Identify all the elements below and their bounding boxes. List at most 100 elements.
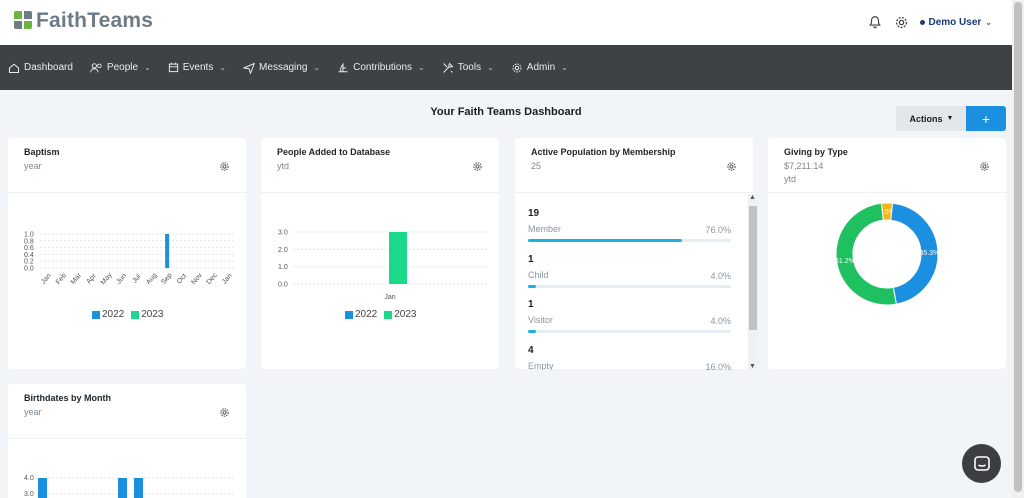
card-settings-gear-icon[interactable] xyxy=(219,161,230,172)
chevron-down-icon: ⌄ xyxy=(144,63,151,72)
nav-label: Events xyxy=(182,62,214,73)
legend-swatch-2023 xyxy=(384,310,393,319)
calendar-icon xyxy=(168,62,178,73)
actions-dropdown-button[interactable]: Actions ▼ xyxy=(896,106,967,131)
member-percent: 76.0% xyxy=(705,225,731,235)
y-tick-label: 0.0 xyxy=(278,282,288,289)
y-tick-label: 0.0 xyxy=(24,266,34,273)
y-tick-label: 0.2 xyxy=(24,259,34,266)
bell-icon[interactable] xyxy=(866,13,884,31)
baptism-legend: 2022 2023 xyxy=(92,309,171,320)
x-tick-label: Dec xyxy=(206,272,220,286)
x-tick-label: Sep xyxy=(160,272,173,286)
card-settings-gear-icon[interactable] xyxy=(979,161,990,172)
member-count: 1 xyxy=(528,254,534,265)
list-item: 1 Child 4.0% xyxy=(528,254,731,288)
card-period: ytd xyxy=(784,174,797,184)
chevron-down-icon: ⌄ xyxy=(561,63,568,72)
legend-label[interactable]: 2023 xyxy=(394,309,417,320)
nav-admin[interactable]: Admin ⌄ xyxy=(511,45,568,90)
slice-label: 45.3% xyxy=(920,250,940,257)
membership-list[interactable]: 19 Member 76.0% 1 Child 4.0% 1 Visitor 4… xyxy=(515,194,747,370)
chevron-down-icon: ⌄ xyxy=(219,63,227,72)
list-item: 1 Visitor 4.0% xyxy=(528,299,731,333)
send-icon xyxy=(243,62,256,74)
page-scrollbar[interactable] xyxy=(1012,0,1024,498)
nav-label: Contributions xyxy=(353,62,413,73)
list-item: 19 Member 76.0% xyxy=(528,208,731,242)
settings-gear-icon[interactable] xyxy=(892,13,910,31)
nav-label: Tools xyxy=(457,62,482,73)
x-tick-label: Aug xyxy=(145,272,158,286)
card-period: year xyxy=(24,161,42,171)
x-tick-label: Nov xyxy=(190,272,204,286)
x-tick-label: Jun xyxy=(115,272,128,285)
card-period: year xyxy=(24,407,42,417)
nav-label: Messaging xyxy=(259,62,308,73)
giving-card: Giving by Type $7,211.14 ytd 3.5% 45.3% 51… xyxy=(768,138,1006,369)
app-name: FaithTeams xyxy=(36,9,154,32)
caret-down-icon: ▼ xyxy=(946,115,954,122)
card-title: Baptism xyxy=(24,147,60,157)
member-label: Child xyxy=(528,270,549,280)
card-total: 25 xyxy=(531,161,542,171)
bar-jul xyxy=(134,478,143,498)
nav-events[interactable]: Events ⌄ xyxy=(168,45,226,90)
member-percent: 4.0% xyxy=(710,316,731,326)
card-settings-gear-icon[interactable] xyxy=(726,161,737,172)
x-tick-label: Oct xyxy=(176,273,188,286)
scrollbar-thumb[interactable] xyxy=(1014,2,1022,492)
y-tick-label: 2.0 xyxy=(278,247,288,254)
legend-label[interactable]: 2022 xyxy=(102,309,125,320)
logo-mark-icon xyxy=(14,11,32,31)
app-logo[interactable]: FaithTeams xyxy=(14,9,153,33)
member-count: 19 xyxy=(528,208,540,219)
people-added-card: People Added to Database ytd 3.0 2.0 1.0 0.… xyxy=(261,138,499,369)
nav-label: Dashboard xyxy=(24,62,73,73)
nav-tools[interactable]: Tools ⌄ xyxy=(442,45,494,90)
member-percent: 4.0% xyxy=(710,271,731,281)
y-tick-label: 0.8 xyxy=(24,238,34,245)
chevron-down-icon: ⌄ xyxy=(985,17,992,27)
status-dot xyxy=(920,19,926,25)
y-tick-label: 4.0 xyxy=(24,475,34,482)
add-widget-button[interactable]: + xyxy=(966,106,1006,131)
member-label: Visitor xyxy=(528,315,553,325)
people-added-legend: 2022 2023 xyxy=(345,309,424,320)
nav-people[interactable]: People ⌄ xyxy=(90,45,151,90)
member-percent: 16.0% xyxy=(705,362,731,370)
people-added-chart: 3.0 2.0 1.0 0.0 Jan xyxy=(278,230,487,301)
x-tick-label: May xyxy=(100,271,114,286)
tools-icon xyxy=(442,62,454,73)
chevron-down-icon: ⌄ xyxy=(418,63,425,72)
card-title: Active Population by Membership xyxy=(531,147,676,157)
card-title: Giving by Type xyxy=(784,147,848,157)
chat-icon xyxy=(973,455,990,471)
nav-dashboard[interactable]: Dashboard xyxy=(8,45,73,90)
membership-scrollbar[interactable]: ▲ ▼ xyxy=(748,194,758,370)
nav-messaging[interactable]: Messaging ⌄ xyxy=(243,45,320,90)
card-title: People Added to Database xyxy=(277,147,391,157)
legend-swatch-2023 xyxy=(131,310,140,319)
chevron-down-icon: ⌄ xyxy=(487,63,494,72)
gear-icon xyxy=(512,63,522,72)
user-menu[interactable]: Demo User ⌄ xyxy=(920,17,992,28)
member-label: Empty xyxy=(528,361,554,370)
nav-contributions[interactable]: Contributions ⌄ xyxy=(337,45,425,90)
scrollbar-thumb[interactable] xyxy=(749,206,757,330)
card-settings-gear-icon[interactable] xyxy=(219,407,230,418)
legend-swatch-2022 xyxy=(92,310,100,319)
x-tick-label: Jan xyxy=(40,272,53,285)
legend-label[interactable]: 2023 xyxy=(141,309,164,320)
card-settings-gear-icon[interactable] xyxy=(472,161,483,172)
hand-icon xyxy=(338,61,348,72)
legend-label[interactable]: 2022 xyxy=(355,309,378,320)
progress-fill xyxy=(528,330,537,333)
y-tick-label: 3.0 xyxy=(278,230,288,237)
y-tick-label: 1.0 xyxy=(24,232,34,239)
scroll-down-icon[interactable]: ▼ xyxy=(749,363,756,370)
chat-launcher-button[interactable] xyxy=(962,444,1001,483)
scroll-up-icon[interactable]: ▲ xyxy=(749,194,756,201)
x-tick-label: Jan xyxy=(384,294,395,301)
